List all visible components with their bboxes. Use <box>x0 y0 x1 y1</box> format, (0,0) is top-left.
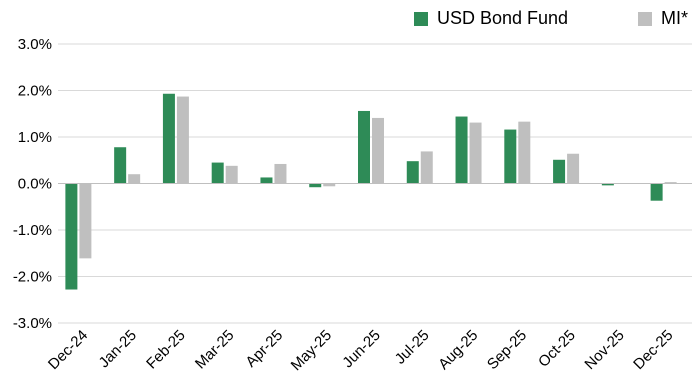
bar-fund-mar-25 <box>211 162 224 184</box>
bar-fund-dec-24 <box>65 183 78 290</box>
bar-mi-feb-25 <box>176 96 189 184</box>
x-tick-label: Dec-25 <box>630 327 676 373</box>
legend-item-fund: USD Bond Fund <box>414 8 568 29</box>
x-tick-label: Nov-25 <box>581 327 627 373</box>
bar-fund-jun-25 <box>358 110 370 184</box>
bar-fund-apr-25 <box>260 177 273 184</box>
y-tick-label: -3.0% <box>13 315 52 332</box>
y-tick-label: 3.0% <box>18 36 52 53</box>
x-tick-label: Jul-25 <box>392 327 433 368</box>
bar-mi-sep-25 <box>518 121 531 184</box>
x-tick-label: Aug-25 <box>435 327 481 373</box>
y-tick-label: 0.0% <box>18 176 52 193</box>
bar-fund-oct-25 <box>553 159 566 184</box>
bar-fund-sep-25 <box>504 129 517 184</box>
x-tick-label: Jun-25 <box>339 327 383 371</box>
bar-mi-oct-25 <box>567 153 580 184</box>
x-tick-label: Dec-24 <box>45 327 91 373</box>
bar-mi-may-25 <box>323 183 336 187</box>
y-tick-label: -2.0% <box>13 269 52 286</box>
bar-fund-feb-25 <box>162 93 175 184</box>
y-tick-label: -1.0% <box>13 222 52 239</box>
x-tick-label: Jan-25 <box>96 327 140 371</box>
legend-item-mi: MI* <box>638 8 688 29</box>
y-tick-label: 1.0% <box>18 129 52 146</box>
x-tick-label: Apr-25 <box>242 327 286 371</box>
x-tick-label: Feb-25 <box>143 327 189 373</box>
x-tick-label: May-25 <box>288 327 335 374</box>
bar-mi-dec-24 <box>79 183 92 259</box>
legend: USD Bond Fund MI* <box>0 8 695 32</box>
bar-fund-jan-25 <box>114 147 127 184</box>
bar-mi-jul-25 <box>420 151 433 184</box>
bar-fund-jul-25 <box>406 161 419 184</box>
bar-mi-mar-25 <box>225 165 238 184</box>
bar-mi-dec-25 <box>664 182 677 184</box>
x-tick-label: Oct-25 <box>535 327 579 371</box>
legend-swatch-fund <box>414 11 428 26</box>
x-tick-label: Sep-25 <box>484 327 530 373</box>
legend-label-fund: USD Bond Fund <box>437 8 569 28</box>
bar-fund-nov-25 <box>601 183 614 186</box>
legend-label-mi: MI* <box>661 8 688 28</box>
bar-fund-dec-25 <box>650 183 663 201</box>
x-tick-label: Mar-25 <box>192 327 238 373</box>
bar-mi-apr-25 <box>274 163 287 184</box>
bar-fund-aug-25 <box>455 116 468 184</box>
legend-swatch-mi <box>638 11 652 26</box>
bar-mi-aug-25 <box>469 122 482 184</box>
bar-mi-jan-25 <box>128 174 141 184</box>
bar-mi-jun-25 <box>372 117 384 184</box>
y-tick-label: 2.0% <box>18 83 52 100</box>
bar-fund-may-25 <box>309 183 322 188</box>
